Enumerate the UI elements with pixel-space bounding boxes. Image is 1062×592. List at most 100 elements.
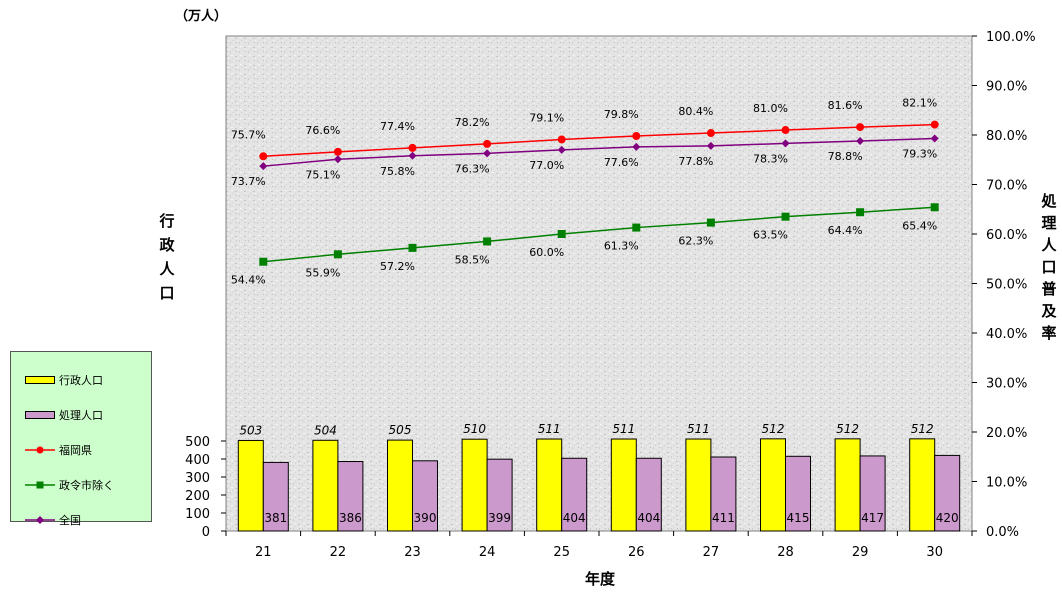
legend-label: 福岡県 [59,444,92,457]
point-fukuoka [483,139,492,148]
point-national [557,145,566,154]
bar-admin-pop-label: 511 [612,422,635,436]
bar-admin-pop [387,439,413,532]
label-national: 78.8% [828,150,863,163]
bar-admin-pop-label: 512 [836,422,859,436]
legend-swatch [25,516,55,524]
x-tick-label: 23 [404,545,421,560]
bar-admin-pop-label: 512 [911,422,934,436]
point-fukuoka [333,147,342,156]
y-left-tick-label: 300 [185,471,210,486]
point-excl-cities [408,243,417,252]
point-national [706,141,715,150]
label-excl-cities: 60.0% [529,246,564,259]
bar-admin-pop-label: 512 [762,422,785,436]
bar-admin-pop-label: 511 [687,422,710,436]
line-national [263,137,935,167]
point-fukuoka [259,152,268,161]
bar-admin-pop [610,438,637,532]
y-right-tick-label: 70.0% [986,179,1027,194]
label-fukuoka: 75.7% [231,128,266,141]
bar-admin-pop-label: 511 [538,422,561,436]
legend-excl-cities: 政令市除く [25,477,114,493]
legend-admin-pop: 行政人口 [25,372,103,388]
y-left-tick-label: 500 [185,435,210,450]
y-right-tick-label: 10.0% [986,476,1027,491]
legend-swatch [25,411,55,419]
x-tick-label: 21 [255,545,272,560]
bar-treated-pop [262,461,289,532]
label-fukuoka: 78.2% [455,116,490,129]
point-national [483,149,492,158]
legend-label: 処理人口 [59,409,103,422]
label-national: 75.1% [305,168,340,181]
label-fukuoka: 79.1% [529,111,564,124]
bar-treated-pop [859,455,886,532]
y-left-tick-label: 100 [185,507,210,522]
bar-admin-pop [461,438,488,532]
bar-treated-pop-label: 386 [339,511,362,525]
label-excl-cities: 58.5% [455,253,490,266]
label-fukuoka: 81.6% [828,99,863,112]
bar-admin-pop [909,438,936,532]
label-national: 77.8% [678,155,713,168]
label-excl-cities: 61.3% [604,240,639,253]
point-fukuoka [856,123,865,132]
label-national: 77.0% [529,159,564,172]
point-national [930,134,939,143]
legend-swatch [25,446,55,454]
left-axis-unit: （万人） [175,8,227,24]
point-fukuoka [408,143,417,152]
point-excl-cities [259,257,268,266]
label-excl-cities: 54.4% [231,274,266,287]
line-excl-cities [263,206,935,263]
bar-treated-pop [710,456,737,532]
y-right-tick-label: 0.0% [986,525,1019,540]
point-national [781,139,790,148]
label-national: 77.6% [604,156,639,169]
label-fukuoka: 81.0% [753,102,788,115]
bar-admin-pop-label: 510 [463,422,486,436]
legend-swatch [25,481,55,489]
y-right-tick-label: 20.0% [986,426,1027,441]
point-excl-cities [781,212,790,221]
legend-label: 政令市除く [59,479,114,492]
bar-treated-pop [635,457,662,532]
label-excl-cities: 65.4% [902,219,937,232]
legend: 行政人口 処理人口 福岡県 政令市除く 全国 [10,351,152,527]
legend-fukuoka: 福岡県 [25,442,92,458]
point-fukuoka [557,135,566,144]
point-national [259,162,268,171]
left-axis-title: 行政人口 [158,212,175,302]
bar-admin-pop-label: 505 [389,423,412,437]
label-national: 73.7% [231,175,266,188]
label-fukuoka: 82.1% [902,97,937,110]
bar-admin-pop-label: 503 [239,423,262,437]
x-tick-label: 28 [777,545,794,560]
bar-treated-pop-label: 399 [488,511,511,525]
bar-treated-pop-label: 415 [787,511,810,525]
point-excl-cities [856,208,865,217]
label-excl-cities: 55.9% [305,266,340,279]
bar-admin-pop [536,438,563,532]
x-tick-label: 24 [479,545,496,560]
legend-label: 行政人口 [59,374,103,387]
y-right-tick-label: 40.0% [986,327,1027,342]
x-tick-label: 26 [628,545,645,560]
bar-treated-pop-label: 390 [414,511,437,525]
y-right-tick-label: 90.0% [986,80,1027,95]
label-national: 78.3% [753,152,788,165]
bar-admin-pop [237,439,264,532]
right-axis-title: 処理人口普及率 [1040,192,1057,342]
point-excl-cities [333,250,342,259]
bar-treated-pop [412,460,438,532]
label-national: 75.8% [380,165,415,178]
x-axis-title: 年度 [585,570,616,588]
label-excl-cities: 64.4% [828,224,863,237]
bar-admin-pop [312,439,339,532]
x-tick-label: 29 [852,545,869,560]
y-right-tick-label: 60.0% [986,228,1027,243]
point-excl-cities [706,218,715,227]
legend-swatch [25,376,55,384]
